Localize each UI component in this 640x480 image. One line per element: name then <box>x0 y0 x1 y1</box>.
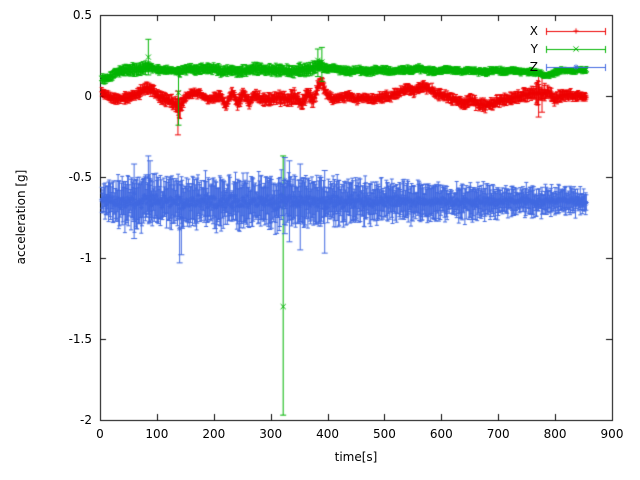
x-tick-label: 600 <box>429 427 453 441</box>
y-tick-label: -1 <box>80 251 92 265</box>
x-tick-label: 100 <box>145 427 169 441</box>
y-tick-label: -1.5 <box>68 332 92 346</box>
x-tick-label: 400 <box>316 427 339 441</box>
y-tick-label: -0.5 <box>68 170 92 184</box>
y-tick-label: -2 <box>80 413 92 427</box>
y-tick-label: 0.5 <box>72 8 92 22</box>
x-tick-label: 700 <box>486 427 510 441</box>
y-axis-title: acceleration [g] <box>14 169 28 265</box>
legend-label-z: Z <box>529 60 538 74</box>
x-tick-label: 900 <box>600 427 624 441</box>
x-tick-label: 200 <box>202 427 226 441</box>
x-tick-label: 800 <box>543 427 567 441</box>
x-tick-label: 300 <box>259 427 283 441</box>
legend-label-x: X <box>529 24 538 38</box>
x-axis-title: time[s] <box>334 450 378 464</box>
legend-label-y: Y <box>530 42 538 56</box>
x-tick-label: 500 <box>372 427 396 441</box>
x-tick-label: 0 <box>96 427 104 441</box>
y-tick-label: 0 <box>84 89 92 103</box>
